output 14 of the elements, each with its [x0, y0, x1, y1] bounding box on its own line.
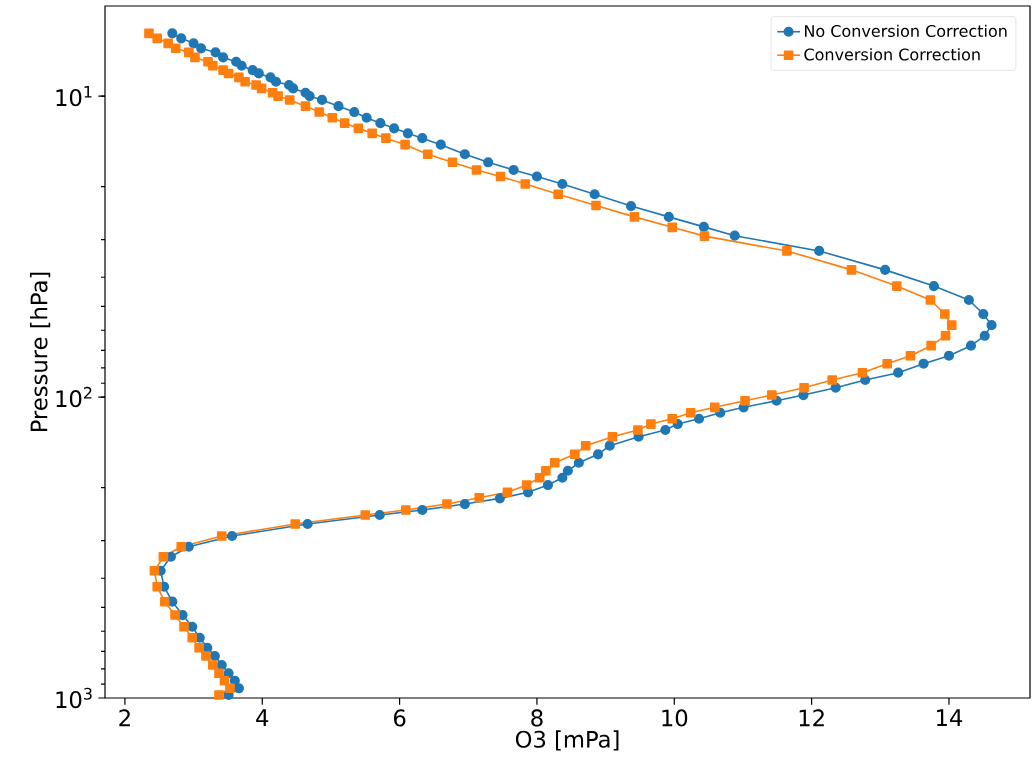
- y-tick-label: 10$^{3}$: [56, 687, 92, 709]
- x-tick-label: 12: [799, 709, 824, 727]
- y-tick-label: 10$^{2}$: [56, 386, 92, 408]
- x-tick-label: 4: [256, 709, 269, 726]
- y-tick-label: 10$^{1}$: [56, 85, 92, 107]
- x-axis-title: O3 [mPa]: [515, 730, 619, 751]
- y-axis-title: Pressure [hPa]: [29, 272, 51, 432]
- x-tick-label: 6: [393, 709, 406, 727]
- legend-label: No Conversion Correction: [805, 24, 1007, 38]
- x-tick-label: 14: [937, 709, 963, 726]
- x-tick-label: 10: [662, 709, 688, 727]
- legend-label: Conversion Correction: [804, 48, 980, 61]
- x-tick-label: 2: [119, 709, 130, 727]
- x-tick-label: 8: [531, 709, 543, 727]
